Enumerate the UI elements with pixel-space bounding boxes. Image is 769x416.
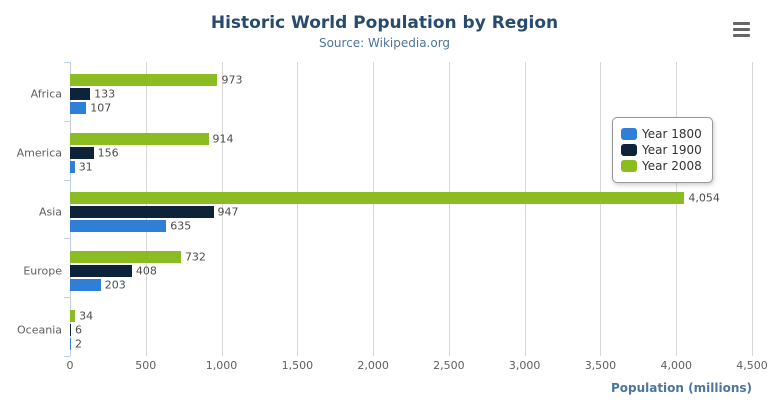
data-label-year-1800-america: 31 <box>78 160 93 174</box>
category-label-america: America <box>16 146 62 160</box>
bar-year-1800-asia[interactable] <box>70 220 167 232</box>
bar-year-1900-america[interactable] <box>70 147 94 160</box>
data-label-year-1800-europe: 203 <box>104 278 126 292</box>
category-axis-tick <box>64 238 70 240</box>
legend-swatch-year-1800 <box>621 128 637 140</box>
gridline <box>221 62 223 356</box>
category-axis-tick <box>64 62 70 63</box>
legend-item-year-1800[interactable]: Year 1800 <box>621 127 702 141</box>
chart-subtitle: Source: Wikipedia.org <box>318 36 451 50</box>
data-label-year-1900-africa: 133 <box>94 87 116 101</box>
data-label-year-1800-asia: 635 <box>170 219 192 233</box>
x-axis-tick-label: 1,000 <box>205 359 238 372</box>
legend-swatch-year-1900 <box>621 144 637 156</box>
x-axis-tick-label: 2,000 <box>357 359 389 372</box>
bar-year-1800-africa[interactable] <box>70 102 87 115</box>
bar-year-1800-oceania[interactable] <box>70 337 71 350</box>
data-label-year-1800-oceania: 2 <box>75 337 82 351</box>
category-axis-tick <box>64 179 70 181</box>
category-axis-tick <box>64 120 70 122</box>
legend-item-year-2008[interactable]: Year 2008 <box>621 159 702 173</box>
x-axis-tick-label: 0 <box>66 359 74 372</box>
data-label-year-2008-africa: 973 <box>221 73 243 87</box>
gridline <box>448 62 450 356</box>
legend-label: Year 2008 <box>642 159 702 173</box>
bar-year-2008-america[interactable] <box>70 133 209 146</box>
bar-year-2008-asia[interactable] <box>70 192 685 204</box>
legend-label: Year 1800 <box>642 127 702 141</box>
bar-year-1900-europe[interactable] <box>70 264 132 277</box>
data-label-year-1800-africa: 107 <box>90 101 112 115</box>
data-label-year-2008-asia: 4,054 <box>688 191 720 205</box>
menu-bar <box>733 22 750 25</box>
bar-year-1800-europe[interactable] <box>70 278 101 291</box>
legend: Year 1800 Year 1900 Year 2008 <box>612 117 713 183</box>
data-label-year-2008-oceania: 34 <box>79 309 94 323</box>
category-label-europe: Europe <box>23 264 62 278</box>
category-axis-tick <box>64 297 70 299</box>
data-label-year-2008-europe: 732 <box>184 250 206 264</box>
gridline <box>600 62 602 356</box>
category-label-africa: Africa <box>30 87 62 101</box>
x-axis-tick-label: 2,500 <box>433 359 465 372</box>
x-axis-tick-label: 4,000 <box>660 359 692 372</box>
gridline <box>524 62 526 356</box>
bar-year-1900-asia[interactable] <box>70 206 214 218</box>
gridline <box>752 62 753 356</box>
x-axis-tick-label: 4,500 <box>736 359 768 372</box>
menu-bar <box>733 28 750 31</box>
bar-year-1900-africa[interactable] <box>70 88 91 101</box>
gridline <box>373 62 375 356</box>
x-axis-tick-label: 3,000 <box>508 359 541 372</box>
category-label-asia: Asia <box>38 205 62 219</box>
bar-year-1800-america[interactable] <box>70 161 75 174</box>
bar-year-2008-europe[interactable] <box>70 250 181 263</box>
export-menu-icon[interactable] <box>733 22 750 38</box>
legend-item-year-1900[interactable]: Year 1900 <box>621 143 702 157</box>
gridline <box>297 62 299 356</box>
data-label-year-1900-europe: 408 <box>135 264 157 278</box>
x-axis-tick-label: 1,500 <box>281 359 314 372</box>
data-label-year-2008-america: 914 <box>212 132 234 146</box>
gridline <box>676 62 678 356</box>
legend-swatch-year-2008 <box>621 160 637 172</box>
data-label-year-1900-asia: 947 <box>217 205 239 219</box>
bar-year-2008-africa[interactable] <box>70 74 218 87</box>
x-axis-title: Population (millions) <box>610 381 752 395</box>
data-label-year-1900-america: 156 <box>97 146 119 160</box>
chart-title: Historic World Population by Region <box>210 13 559 33</box>
x-axis-tick-label: 3,500 <box>584 359 617 372</box>
menu-bar <box>733 34 750 37</box>
category-label-oceania: Oceania <box>17 323 62 337</box>
bar-year-1900-oceania[interactable] <box>70 323 71 336</box>
x-axis-tick-label: 500 <box>135 359 157 372</box>
bar-year-2008-oceania[interactable] <box>70 309 76 322</box>
legend-label: Year 1900 <box>642 143 702 157</box>
category-axis-tick <box>64 356 70 357</box>
data-label-year-1900-oceania: 6 <box>75 323 82 337</box>
